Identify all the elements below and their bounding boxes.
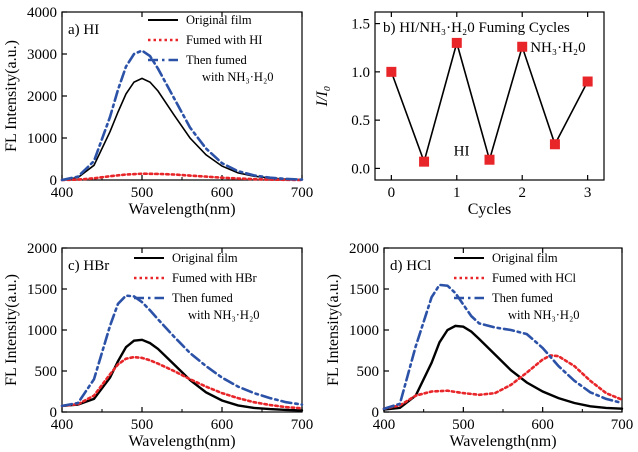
y-tick-label: 0	[50, 173, 58, 189]
y-tick-label: 0	[50, 405, 58, 421]
x-tick-label: 500	[131, 417, 154, 433]
panel-a: 400 500 600 700 0 1000 2000 3000 4000 Wavelength(…	[3, 5, 313, 218]
x-tick-label: 600	[531, 417, 554, 433]
x-tick-label: 500	[131, 185, 154, 201]
series-line-0	[382, 324, 624, 411]
panel-b: 0 1 2 3 0.0 0.5 1.0 1.5 Cycles I/I₀ b) HI/NH₃·H₂0 …	[314, 11, 605, 218]
series-line-1	[60, 355, 304, 410]
series-line-2	[382, 283, 624, 411]
data-point	[419, 156, 430, 167]
y-tick-label: 2000	[349, 241, 379, 257]
legend-label: with NH₃·H₂0	[188, 308, 260, 322]
legend-label: Then fumed	[186, 53, 247, 67]
legend-label: Original film	[186, 13, 252, 27]
panel-title: a) HI	[68, 22, 99, 38]
panel-title: d) HCl	[390, 258, 431, 274]
series-line-2	[60, 294, 304, 408]
y-axis-label: FL Intensity(a.u.)	[3, 274, 20, 386]
legend-label: Original film	[172, 251, 238, 265]
y-tick-label: 1500	[27, 282, 57, 298]
data-point	[549, 139, 560, 150]
y-tick-label: 1000	[27, 323, 57, 339]
y-tick-label: 2000	[27, 241, 57, 257]
panel-c: 400 500 600 700 0 500 1000 1500 2000 Wavelength(n…	[3, 241, 313, 450]
legend-label: Then fumed	[172, 291, 233, 305]
data-point	[484, 154, 495, 165]
y-tick-label: 1.0	[351, 65, 370, 81]
panel-d: 400 500 600 700 0 500 1000 1500 2000 Wavelength(n…	[325, 241, 633, 450]
y-tick-label: 500	[357, 364, 380, 380]
series-line-1	[60, 172, 304, 182]
legend-label: Then fumed	[492, 291, 553, 305]
legend-label: Fumed with HCl	[492, 271, 577, 285]
y-axis-label: FL Intensity(a.u.)	[3, 40, 20, 152]
y-tick-label: 3000	[27, 47, 57, 63]
y-tick-label: 1.5	[351, 17, 370, 33]
y-tick-label: 0	[372, 405, 380, 421]
x-axis-label: Cycles	[468, 201, 512, 218]
data-point	[451, 37, 462, 48]
series-line-2	[60, 49, 304, 182]
y-axis-label: I/I₀	[314, 86, 331, 108]
x-tick-label: 3	[584, 185, 592, 201]
x-tick-label: 1	[453, 185, 461, 201]
x-tick-label: 400	[373, 417, 396, 433]
x-tick-label: 500	[452, 417, 475, 433]
y-tick-label: 4000	[27, 5, 57, 21]
y-tick-label: 1500	[349, 282, 379, 298]
x-axis-label: Wavelength(nm)	[128, 201, 235, 218]
legend-label: with NH₃·H₂0	[202, 70, 274, 84]
series-line-1	[382, 354, 624, 411]
x-tick-label: 400	[51, 417, 74, 433]
y-tick-label: 0.0	[351, 161, 370, 177]
series-line-0	[60, 338, 304, 412]
legend-label: Fumed with HBr	[172, 271, 258, 285]
x-tick-label: 400	[51, 185, 74, 201]
plot-frame	[374, 11, 605, 181]
x-tick-label: 700	[291, 185, 314, 201]
annotation-nh3: NH₃·H₂0	[530, 40, 585, 56]
x-tick-label: 600	[211, 185, 234, 201]
legend-label: Original film	[492, 251, 558, 265]
x-tick-label: 2	[518, 185, 526, 201]
y-tick-label: 2000	[27, 89, 57, 105]
data-point	[386, 66, 397, 77]
panel-title: b) HI/NH₃·H₂0 Fuming Cycles	[383, 20, 570, 36]
data-point	[582, 76, 593, 87]
data-point	[517, 41, 528, 52]
x-axis-label: Wavelength(nm)	[128, 433, 235, 450]
y-axis-label: FL Intensity(a.u.)	[325, 274, 342, 386]
legend-label: with NH₃·H₂0	[508, 308, 580, 322]
x-axis-label: Wavelength(nm)	[449, 433, 556, 450]
x-tick-label: 0	[388, 185, 396, 201]
panel-title: c) HBr	[68, 258, 109, 274]
legend-label: Fumed with HI	[186, 33, 262, 47]
y-tick-label: 0.5	[351, 113, 370, 129]
y-tick-label: 1000	[27, 131, 57, 147]
y-tick-label: 500	[35, 364, 58, 380]
x-tick-label: 600	[211, 417, 234, 433]
x-tick-label: 700	[291, 417, 314, 433]
series-line-0	[61, 77, 303, 181]
annotation-hi: HI	[454, 144, 470, 160]
x-tick-label: 700	[611, 417, 634, 433]
y-tick-label: 1000	[349, 323, 379, 339]
